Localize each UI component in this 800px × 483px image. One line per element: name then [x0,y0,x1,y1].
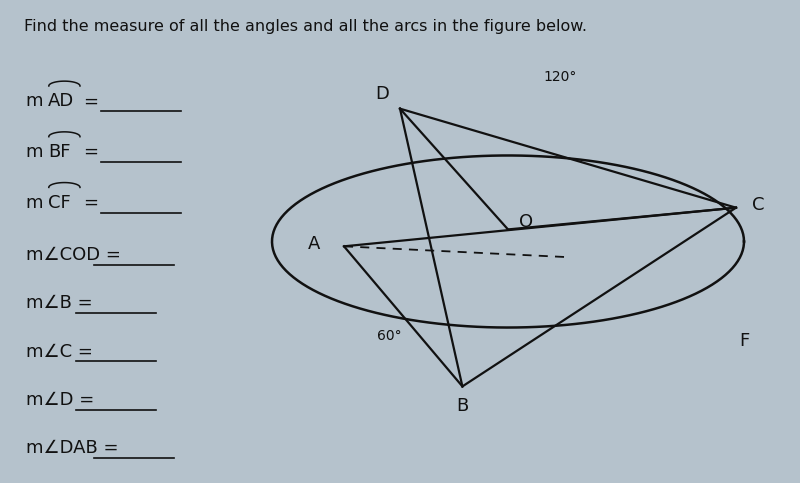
Text: 60°: 60° [378,329,402,342]
Text: C: C [752,196,765,214]
Text: m∠B =: m∠B = [26,294,92,313]
Text: =: = [83,194,98,212]
Text: =: = [83,143,98,161]
Text: O: O [518,213,533,231]
Text: B: B [456,397,469,415]
Text: m∠COD =: m∠COD = [26,246,121,264]
Text: m: m [26,143,43,161]
Text: m: m [26,92,43,111]
Text: 120°: 120° [543,71,577,84]
Text: m: m [26,194,43,212]
Text: BF: BF [48,143,70,161]
Text: D: D [375,85,390,103]
Text: CF: CF [48,194,70,212]
Text: m∠C =: m∠C = [26,342,93,361]
Text: AD: AD [48,92,74,111]
Text: m∠DAB =: m∠DAB = [26,439,118,457]
Text: Find the measure of all the angles and all the arcs in the figure below.: Find the measure of all the angles and a… [24,19,587,34]
Text: A: A [307,235,320,253]
Text: F: F [739,331,749,350]
Text: =: = [83,92,98,111]
Text: m∠D =: m∠D = [26,391,94,409]
